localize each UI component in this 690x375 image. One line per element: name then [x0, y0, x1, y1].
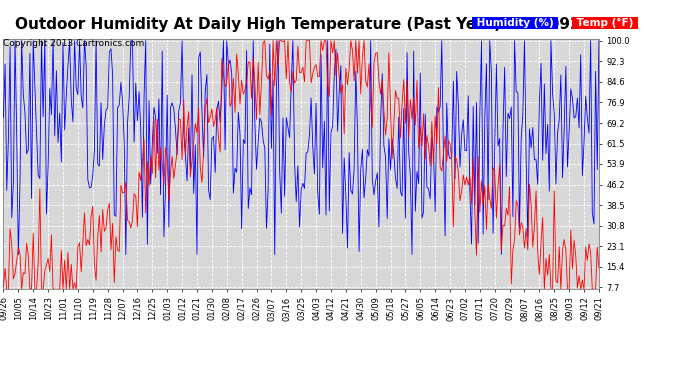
Text: Copyright 2013 Cartronics.com: Copyright 2013 Cartronics.com: [3, 39, 145, 48]
Text: Humidity (%): Humidity (%): [473, 18, 557, 28]
Text: Outdoor Humidity At Daily High Temperature (Past Year) 20130926: Outdoor Humidity At Daily High Temperatu…: [15, 17, 592, 32]
Text: Temp (°F): Temp (°F): [573, 18, 637, 28]
